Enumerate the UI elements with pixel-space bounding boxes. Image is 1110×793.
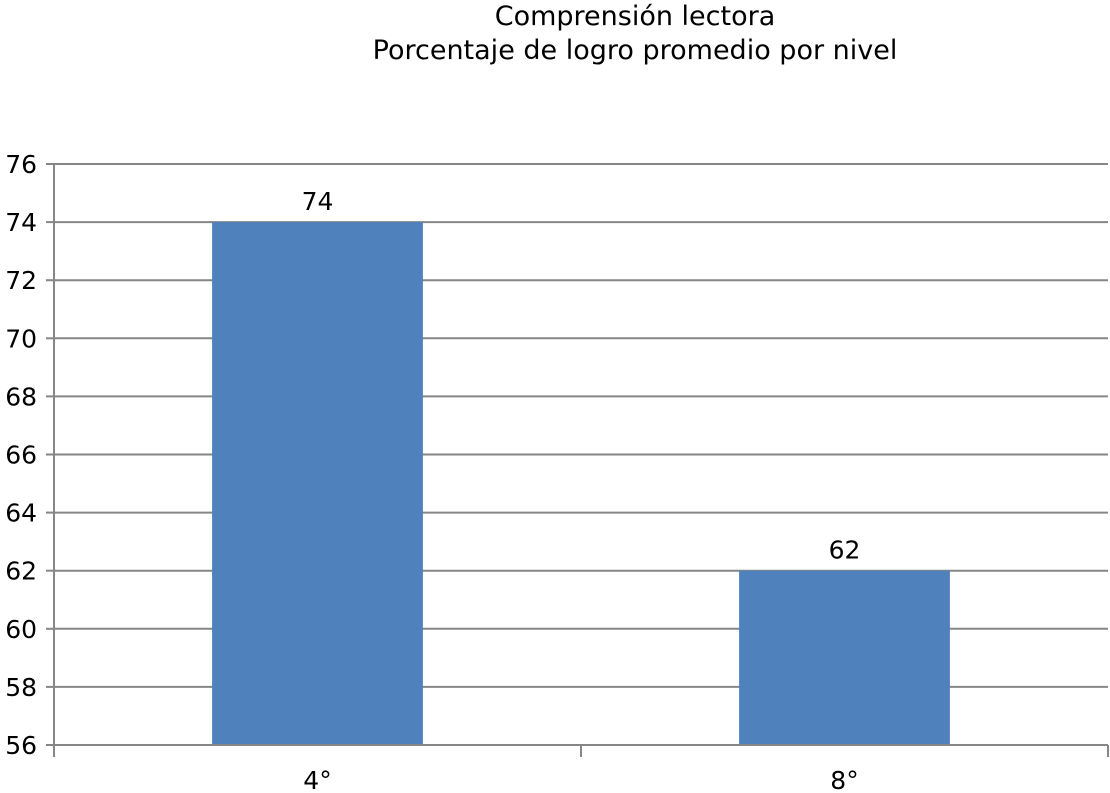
data-label: 74 — [302, 187, 334, 216]
chart-title: Comprensión lectora — [494, 1, 776, 32]
x-tick-label: 4° — [303, 766, 331, 793]
bar-2 — [739, 570, 950, 745]
y-tick-label: 68 — [5, 382, 37, 411]
y-tick-label: 62 — [5, 557, 37, 586]
x-tick-labels: 4° 8° — [303, 766, 858, 793]
y-tick-label: 56 — [5, 731, 37, 760]
x-tick-label: 8° — [830, 766, 858, 793]
y-tick-label: 64 — [5, 499, 37, 528]
y-tick-label: 70 — [5, 324, 37, 353]
data-label: 62 — [829, 536, 861, 565]
data-labels: 74 62 — [302, 187, 861, 565]
y-tick-label: 66 — [5, 441, 37, 470]
bars — [212, 222, 950, 746]
y-tick-label: 60 — [5, 615, 37, 644]
axes — [46, 163, 1109, 757]
y-tick-label: 74 — [5, 208, 37, 237]
y-tick-label: 72 — [5, 266, 37, 295]
chart-subtitle: Porcentaje de logro promedio por nivel — [372, 35, 898, 66]
bar-1 — [212, 222, 423, 746]
y-tick-label: 76 — [5, 150, 37, 179]
y-tick-labels: 56 58 60 62 64 66 68 70 72 74 76 — [5, 150, 37, 760]
y-tick-label: 58 — [5, 673, 37, 702]
